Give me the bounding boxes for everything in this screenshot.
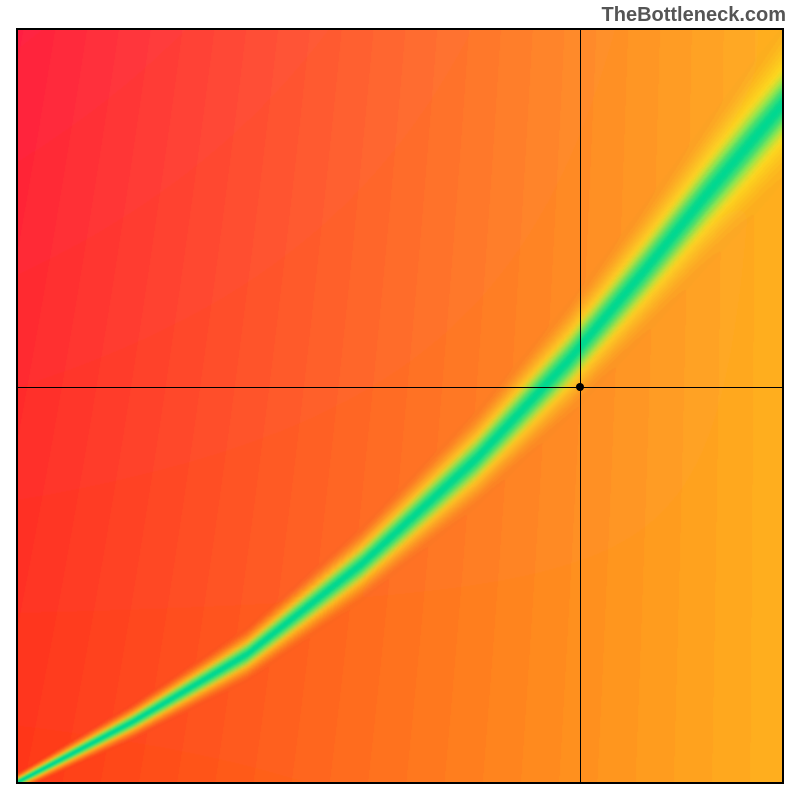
crosshair-dot <box>576 383 584 391</box>
crosshair-vertical <box>580 30 581 782</box>
watermark-text: TheBottleneck.com <box>602 4 786 27</box>
chart-container: { "watermark": "TheBottleneck.com", "cha… <box>0 0 800 800</box>
plot-area <box>16 28 784 784</box>
crosshair-horizontal <box>18 387 782 388</box>
heatmap-canvas <box>18 30 782 782</box>
